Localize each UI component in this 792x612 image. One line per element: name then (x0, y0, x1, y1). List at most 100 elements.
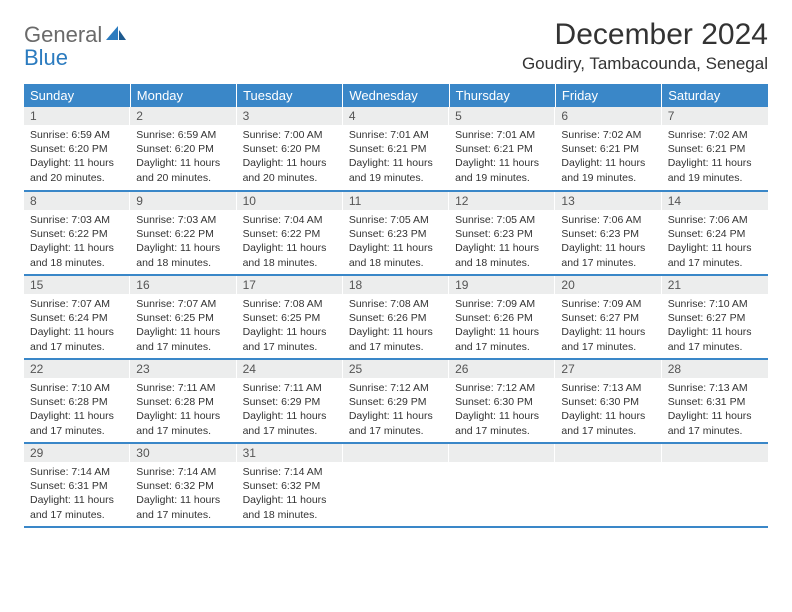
calendar-cell: 28Sunrise: 7:13 AMSunset: 6:31 PMDayligh… (662, 359, 768, 443)
sunrise-text: Sunrise: 7:08 AM (243, 297, 337, 311)
calendar-cell: 2Sunrise: 6:59 AMSunset: 6:20 PMDaylight… (130, 107, 236, 191)
calendar-cell: 3Sunrise: 7:00 AMSunset: 6:20 PMDaylight… (237, 107, 343, 191)
sunset-text: Sunset: 6:32 PM (243, 479, 337, 493)
day-number: 15 (24, 276, 130, 294)
day-number: 28 (662, 360, 768, 378)
sunrise-text: Sunrise: 7:01 AM (455, 128, 549, 142)
sunset-text: Sunset: 6:32 PM (136, 479, 230, 493)
daylight-text: Daylight: 11 hours and 17 minutes. (349, 325, 443, 353)
calendar-cell: 5 Sunrise: 7:01 AMSunset: 6:21 PMDaylight… (449, 107, 555, 191)
day-header: Friday (555, 84, 661, 107)
sunset-text: Sunset: 6:28 PM (136, 395, 230, 409)
day-number: 9 (130, 192, 236, 210)
sunset-text: Sunset: 6:24 PM (30, 311, 124, 325)
day-number: 22 (24, 360, 130, 378)
cell-body: Sunrise: 7:04 AMSunset: 6:22 PMDaylight:… (237, 210, 343, 274)
cell-body: Sunrise: 7:14 AMSunset: 6:31 PMDaylight:… (24, 462, 130, 526)
calendar-cell: 14Sunrise: 7:06 AMSunset: 6:24 PMDayligh… (662, 191, 768, 275)
calendar-cell (449, 443, 555, 527)
cell-body: Sunrise: 7:00 AMSunset: 6:20 PMDaylight:… (237, 125, 343, 189)
cell-body: Sunrise: 7:09 AMSunset: 6:27 PMDaylight:… (555, 294, 661, 358)
cell-body: Sunrise: 7:11 AMSunset: 6:28 PMDaylight:… (130, 378, 236, 442)
daylight-text: Daylight: 11 hours and 17 minutes. (136, 325, 230, 353)
cell-body: Sunrise: 7:03 AMSunset: 6:22 PMDaylight:… (24, 210, 130, 274)
sunrise-text: Sunrise: 7:14 AM (243, 465, 337, 479)
day-number: 11 (343, 192, 449, 210)
sunrise-text: Sunrise: 7:07 AM (136, 297, 230, 311)
calendar-cell: 12Sunrise: 7:05 AMSunset: 6:23 PMDayligh… (449, 191, 555, 275)
sunrise-text: Sunrise: 7:14 AM (136, 465, 230, 479)
daylight-text: Daylight: 11 hours and 17 minutes. (561, 325, 655, 353)
day-number: 18 (343, 276, 449, 294)
calendar-cell: 22Sunrise: 7:10 AMSunset: 6:28 PMDayligh… (24, 359, 130, 443)
calendar-cell: 11Sunrise: 7:05 AMSunset: 6:23 PMDayligh… (343, 191, 449, 275)
daylight-text: Daylight: 11 hours and 17 minutes. (30, 493, 124, 521)
sunrise-text: Sunrise: 7:10 AM (668, 297, 762, 311)
day-number: 19 (449, 276, 555, 294)
day-number: 4 (343, 107, 449, 125)
sunset-text: Sunset: 6:21 PM (349, 142, 443, 156)
day-header: Sunday (24, 84, 130, 107)
day-number: 29 (24, 444, 130, 462)
daylight-text: Daylight: 11 hours and 18 minutes. (243, 493, 337, 521)
day-number: 27 (555, 360, 661, 378)
sunset-text: Sunset: 6:30 PM (455, 395, 549, 409)
sunset-text: Sunset: 6:21 PM (668, 142, 762, 156)
sunset-text: Sunset: 6:23 PM (455, 227, 549, 241)
sunset-text: Sunset: 6:26 PM (455, 311, 549, 325)
cell-body: Sunrise: 7:03 AMSunset: 6:22 PMDaylight:… (130, 210, 236, 274)
day-number: 2 (130, 107, 236, 125)
daylight-text: Daylight: 11 hours and 17 minutes. (243, 409, 337, 437)
calendar-cell: 21Sunrise: 7:10 AMSunset: 6:27 PMDayligh… (662, 275, 768, 359)
daylight-text: Daylight: 11 hours and 20 minutes. (243, 156, 337, 184)
daylight-text: Daylight: 11 hours and 19 minutes. (455, 156, 549, 184)
cell-body: Sunrise: 7:05 AMSunset: 6:23 PMDaylight:… (343, 210, 449, 274)
cell-body: Sunrise: 6:59 AMSunset: 6:20 PMDaylight:… (130, 125, 236, 189)
sunrise-text: Sunrise: 7:13 AM (668, 381, 762, 395)
daylight-text: Daylight: 11 hours and 17 minutes. (668, 409, 762, 437)
daylight-text: Daylight: 11 hours and 18 minutes. (30, 241, 124, 269)
sunset-text: Sunset: 6:28 PM (30, 395, 124, 409)
calendar-cell: 31 Sunrise: 7:14 AMSunset: 6:32 PMDayligh… (237, 443, 343, 527)
cell-body: Sunrise: 7:08 AMSunset: 6:26 PMDaylight:… (343, 294, 449, 358)
day-number (449, 444, 555, 462)
calendar-cell: 6Sunrise: 7:02 AMSunset: 6:21 PMDaylight… (555, 107, 661, 191)
sunrise-text: Sunrise: 7:07 AM (30, 297, 124, 311)
sunrise-text: Sunrise: 6:59 AM (30, 128, 124, 142)
day-number: 8 (24, 192, 130, 210)
daylight-text: Daylight: 11 hours and 17 minutes. (561, 241, 655, 269)
sunset-text: Sunset: 6:24 PM (668, 227, 762, 241)
sunset-text: Sunset: 6:22 PM (243, 227, 337, 241)
sail-icon (104, 24, 128, 42)
sunset-text: Sunset: 6:31 PM (30, 479, 124, 493)
sunrise-text: Sunrise: 7:10 AM (30, 381, 124, 395)
calendar-cell (343, 443, 449, 527)
day-number: 13 (555, 192, 661, 210)
day-number: 31 (237, 444, 343, 462)
day-number: 5 (449, 107, 555, 125)
calendar-table: Sunday Monday Tuesday Wednesday Thursday… (24, 84, 768, 528)
header: General Blue December 2024 Goudiry, Tamb… (24, 18, 768, 74)
sunrise-text: Sunrise: 7:04 AM (243, 213, 337, 227)
calendar-cell: 7Sunrise: 7:02 AMSunset: 6:21 PMDaylight… (662, 107, 768, 191)
daylight-text: Daylight: 11 hours and 18 minutes. (243, 241, 337, 269)
sunrise-text: Sunrise: 7:03 AM (136, 213, 230, 227)
day-number: 24 (237, 360, 343, 378)
daylight-text: Daylight: 11 hours and 17 minutes. (30, 409, 124, 437)
daylight-text: Daylight: 11 hours and 18 minutes. (455, 241, 549, 269)
day-number: 25 (343, 360, 449, 378)
calendar-row: 8Sunrise: 7:03 AMSunset: 6:22 PMDaylight… (24, 191, 768, 275)
location-text: Goudiry, Tambacounda, Senegal (522, 54, 768, 74)
sunset-text: Sunset: 6:23 PM (349, 227, 443, 241)
daylight-text: Daylight: 11 hours and 20 minutes. (30, 156, 124, 184)
cell-body: Sunrise: 7:12 AMSunset: 6:29 PMDaylight:… (343, 378, 449, 442)
sunset-text: Sunset: 6:27 PM (561, 311, 655, 325)
page-title: December 2024 (522, 18, 768, 52)
day-number: 30 (130, 444, 236, 462)
cell-body: Sunrise: 7:10 AMSunset: 6:28 PMDaylight:… (24, 378, 130, 442)
sunrise-text: Sunrise: 7:06 AM (561, 213, 655, 227)
sunset-text: Sunset: 6:22 PM (30, 227, 124, 241)
sunrise-text: Sunrise: 7:11 AM (243, 381, 337, 395)
sunset-text: Sunset: 6:21 PM (455, 142, 549, 156)
daylight-text: Daylight: 11 hours and 19 minutes. (349, 156, 443, 184)
